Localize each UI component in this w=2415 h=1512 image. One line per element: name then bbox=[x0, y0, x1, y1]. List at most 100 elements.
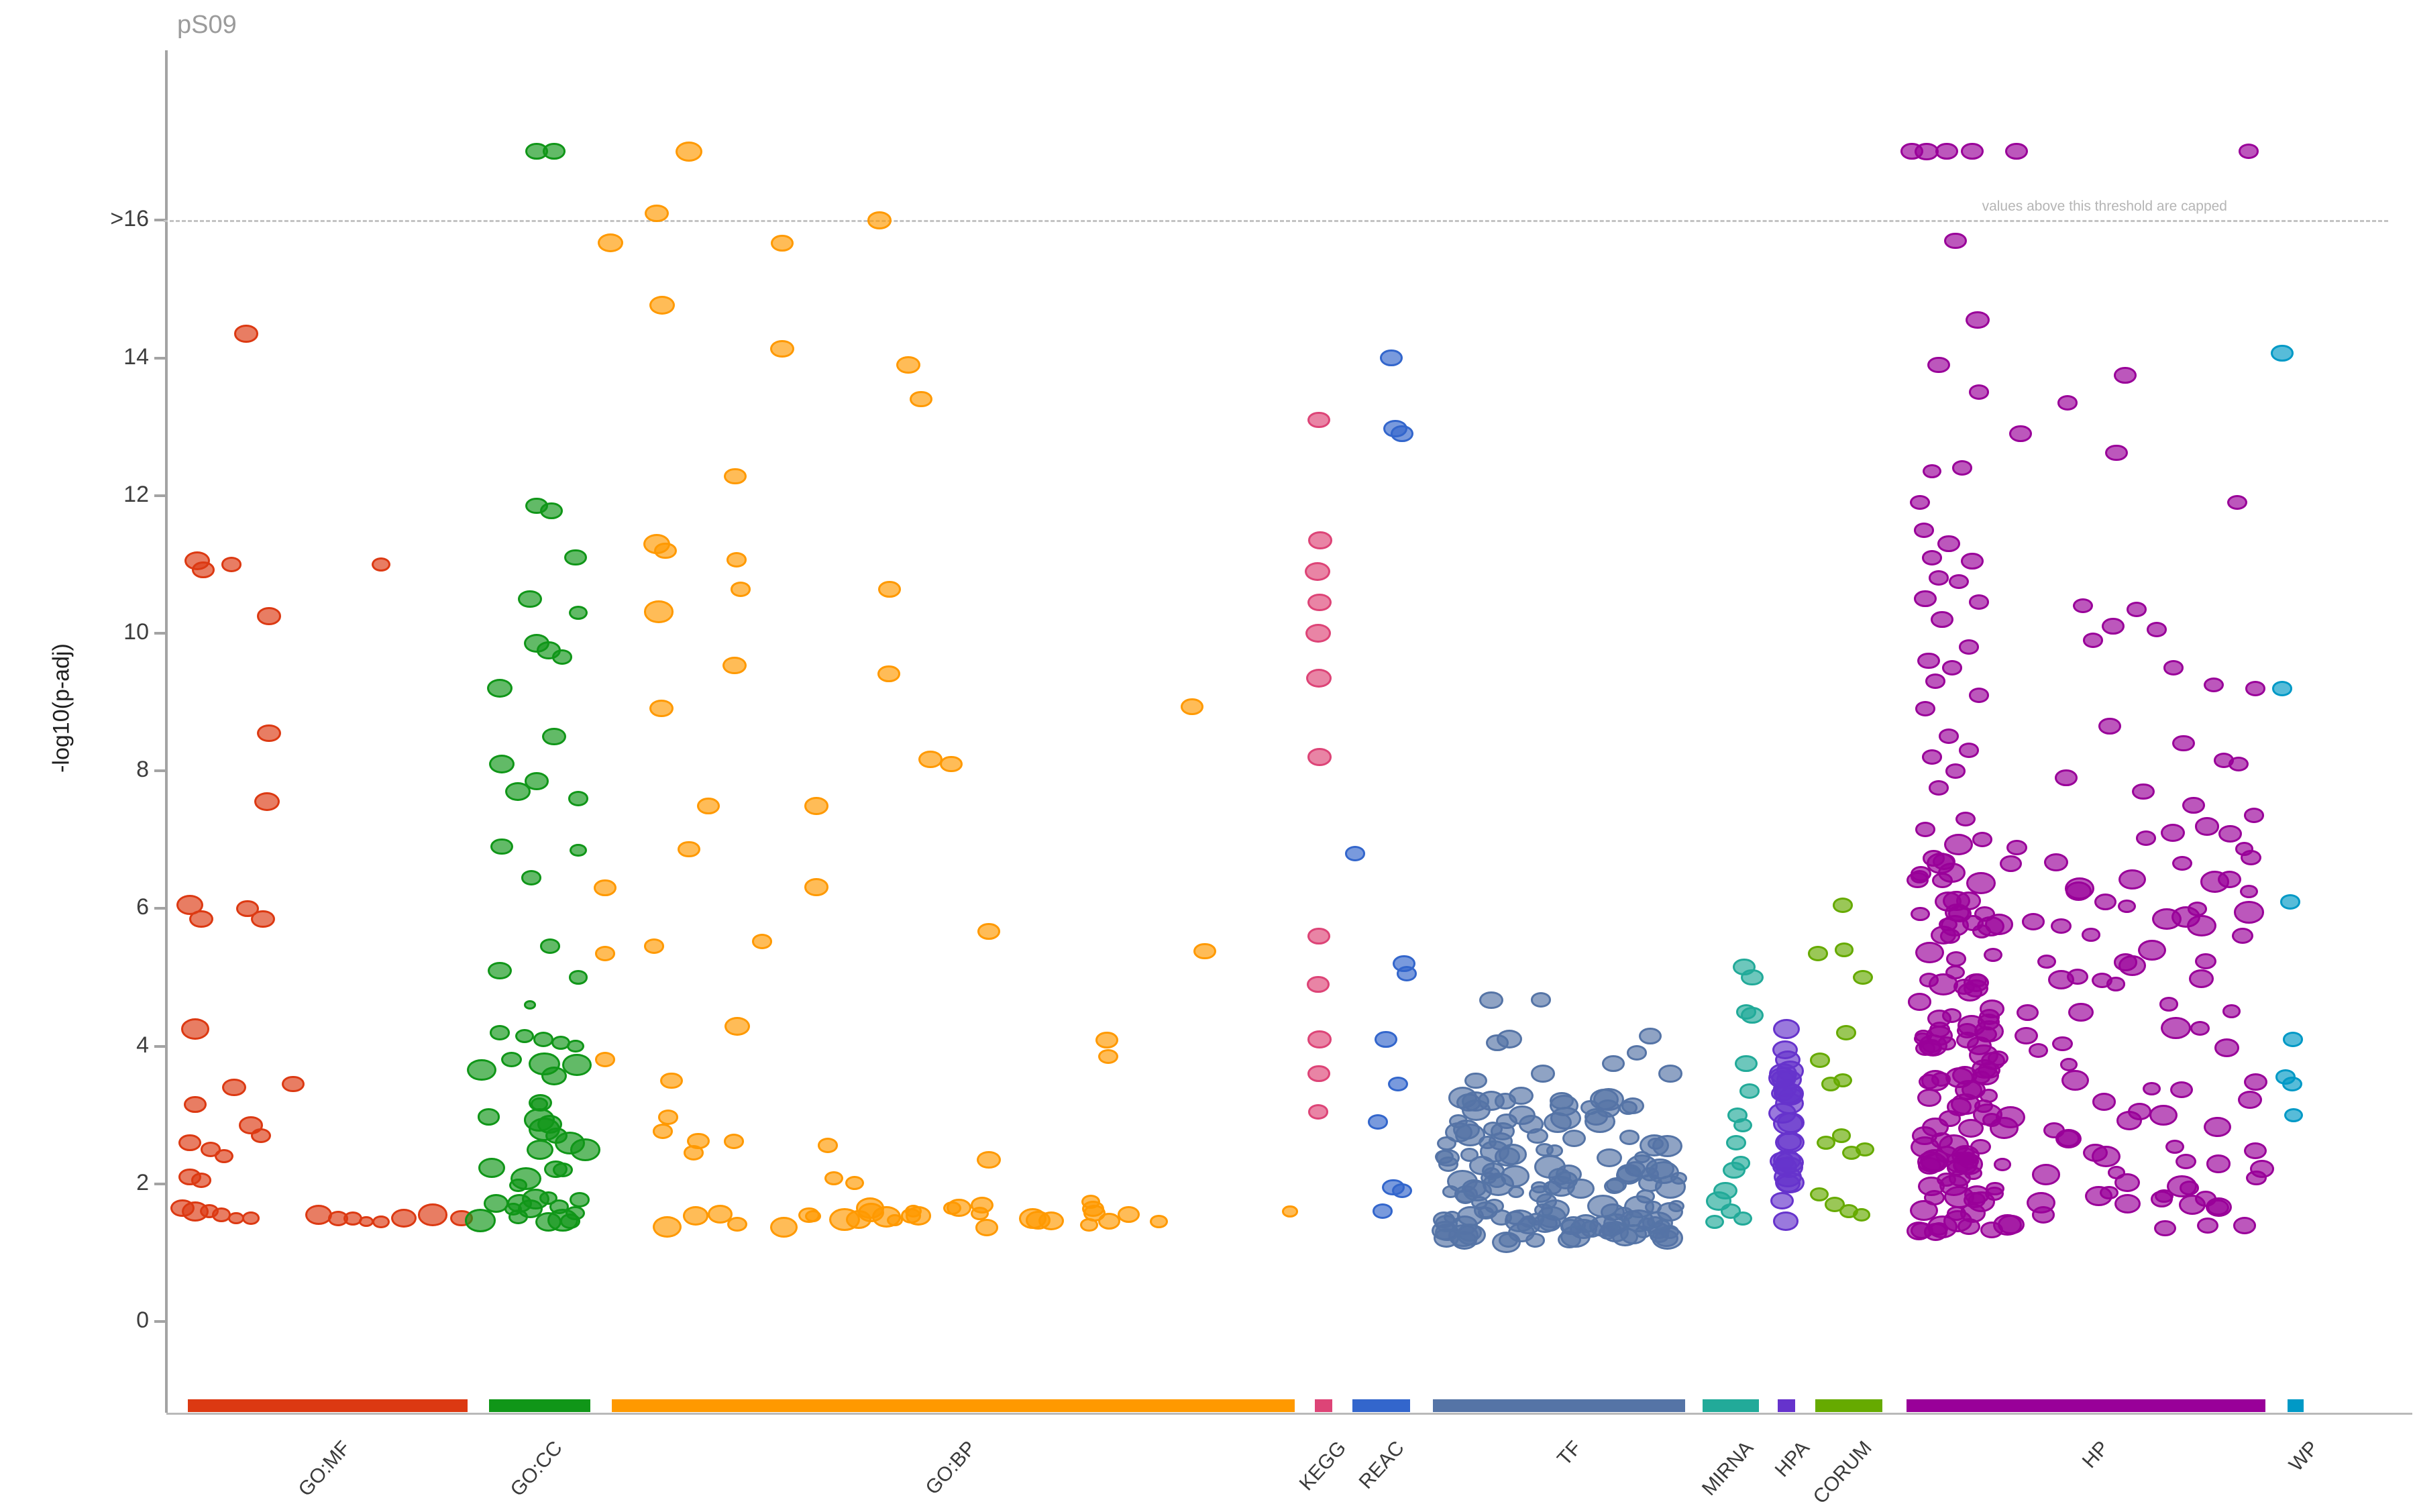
data-point-GO:MF[interactable] bbox=[250, 1128, 272, 1144]
data-point-GO:CC[interactable] bbox=[567, 1039, 584, 1053]
data-point-HP[interactable] bbox=[2187, 901, 2208, 916]
data-point-TF[interactable] bbox=[1458, 1223, 1483, 1242]
data-point-HP[interactable] bbox=[2170, 1081, 2193, 1098]
data-point-HP[interactable] bbox=[1944, 232, 1967, 250]
data-point-HP[interactable] bbox=[1964, 979, 1989, 998]
data-point-REAC[interactable] bbox=[1375, 1031, 1397, 1048]
data-point-GO:BP[interactable] bbox=[594, 879, 616, 896]
data-point-HP[interactable] bbox=[2132, 783, 2155, 800]
data-point-HP[interactable] bbox=[2197, 1218, 2219, 1234]
data-point-GO:BP[interactable] bbox=[771, 234, 794, 252]
data-point-TF[interactable] bbox=[1604, 1178, 1625, 1194]
data-point-TF[interactable] bbox=[1562, 1129, 1587, 1148]
data-point-HP[interactable] bbox=[1958, 639, 1980, 655]
data-point-HP[interactable] bbox=[2126, 601, 2147, 617]
data-point-GO:BP[interactable] bbox=[660, 1072, 683, 1089]
data-point-TF[interactable] bbox=[1597, 1148, 1623, 1167]
data-point-HP[interactable] bbox=[1961, 143, 1984, 160]
data-point-HP[interactable] bbox=[2159, 997, 2179, 1012]
data-point-HP[interactable] bbox=[1941, 1008, 1962, 1023]
data-point-TF[interactable] bbox=[1550, 1091, 1574, 1110]
data-point-HP[interactable] bbox=[1917, 1156, 1942, 1175]
data-point-GO:BP[interactable] bbox=[829, 1207, 861, 1231]
data-point-HPA[interactable] bbox=[1774, 1131, 1805, 1154]
data-point-HP[interactable] bbox=[1961, 552, 1984, 570]
data-point-HP[interactable] bbox=[2029, 1042, 2049, 1058]
data-point-GO:MF[interactable] bbox=[372, 1215, 390, 1228]
data-point-HP[interactable] bbox=[2245, 680, 2266, 696]
data-point-GO:BP[interactable] bbox=[904, 1204, 922, 1218]
data-point-GO:CC[interactable] bbox=[500, 1052, 523, 1068]
data-point-GO:CC[interactable] bbox=[554, 1131, 586, 1154]
data-point-KEGG[interactable] bbox=[1307, 928, 1330, 944]
data-point-HP[interactable] bbox=[2233, 1217, 2257, 1235]
data-point-GO:CC[interactable] bbox=[488, 961, 512, 979]
data-point-HP[interactable] bbox=[2059, 1057, 2078, 1071]
data-point-CORUM[interactable] bbox=[1832, 897, 1854, 913]
data-point-HP[interactable] bbox=[2237, 1090, 2262, 1109]
data-point-HPA[interactable] bbox=[1772, 1018, 1801, 1039]
data-point-TF[interactable] bbox=[1442, 1185, 1459, 1198]
data-point-MIRNA[interactable] bbox=[1723, 1161, 1746, 1179]
data-point-HP[interactable] bbox=[1915, 821, 1936, 837]
data-point-GO:MF[interactable] bbox=[257, 724, 281, 742]
data-point-WP[interactable] bbox=[2271, 345, 2294, 362]
data-point-GO:BP[interactable] bbox=[1117, 1205, 1140, 1224]
data-point-HP[interactable] bbox=[2016, 1004, 2039, 1021]
data-point-HP[interactable] bbox=[2068, 1003, 2094, 1022]
data-point-HP[interactable] bbox=[1915, 701, 1936, 717]
data-point-TF[interactable] bbox=[1479, 1140, 1509, 1163]
data-point-HP[interactable] bbox=[1944, 1185, 1974, 1209]
data-point-TF[interactable] bbox=[1494, 1093, 1517, 1110]
data-point-HP[interactable] bbox=[2052, 1036, 2073, 1052]
data-point-TF[interactable] bbox=[1668, 1199, 1685, 1213]
data-point-GO:BP[interactable] bbox=[855, 1197, 885, 1220]
source-strip-GO:BP[interactable] bbox=[612, 1399, 1295, 1412]
data-point-HP[interactable] bbox=[2186, 914, 2216, 937]
data-point-HP[interactable] bbox=[1915, 941, 1945, 964]
data-point-HP[interactable] bbox=[2100, 1185, 2118, 1200]
data-point-HP[interactable] bbox=[2092, 1093, 2116, 1111]
data-point-HP[interactable] bbox=[2238, 144, 2259, 160]
data-point-GO:BP[interactable] bbox=[649, 295, 675, 315]
data-point-HP[interactable] bbox=[2118, 899, 2137, 913]
data-point-GO:CC[interactable] bbox=[510, 1167, 541, 1191]
data-point-KEGG[interactable] bbox=[1305, 623, 1331, 643]
data-point-HP[interactable] bbox=[2000, 855, 2023, 872]
source-strip-CORUM[interactable] bbox=[1815, 1399, 1882, 1412]
data-point-TF[interactable] bbox=[1438, 1156, 1459, 1172]
data-point-CORUM[interactable] bbox=[1855, 1142, 1875, 1157]
data-point-GO:BP[interactable] bbox=[649, 699, 674, 718]
data-point-TF[interactable] bbox=[1479, 991, 1503, 1010]
data-point-HP[interactable] bbox=[1919, 972, 1939, 987]
data-point-HP[interactable] bbox=[2235, 842, 2254, 856]
data-point-HP[interactable] bbox=[2006, 840, 2027, 856]
data-point-GO:BP[interactable] bbox=[918, 750, 943, 768]
data-point-HPA[interactable] bbox=[1772, 1211, 1799, 1231]
data-point-HP[interactable] bbox=[1924, 1189, 1945, 1205]
data-point-HP[interactable] bbox=[1937, 1036, 1956, 1050]
data-point-GO:MF[interactable] bbox=[417, 1203, 448, 1226]
data-point-GO:CC[interactable] bbox=[515, 1028, 535, 1043]
data-point-GO:BP[interactable] bbox=[724, 468, 747, 485]
data-point-GO:BP[interactable] bbox=[943, 1201, 961, 1216]
data-point-GO:CC[interactable] bbox=[528, 1094, 552, 1112]
data-point-GO:MF[interactable] bbox=[180, 1018, 210, 1040]
data-point-GO:BP[interactable] bbox=[1097, 1213, 1120, 1230]
data-point-GO:CC[interactable] bbox=[489, 754, 515, 774]
data-point-GO:BP[interactable] bbox=[1097, 1048, 1119, 1065]
data-point-TF[interactable] bbox=[1434, 1215, 1458, 1233]
data-point-GO:CC[interactable] bbox=[551, 649, 573, 665]
data-point-REAC[interactable] bbox=[1391, 425, 1413, 442]
data-point-HP[interactable] bbox=[1938, 862, 1966, 883]
data-point-KEGG[interactable] bbox=[1307, 1065, 1330, 1082]
data-point-GO:MF[interactable] bbox=[251, 910, 275, 928]
source-strip-GO:CC[interactable] bbox=[489, 1399, 590, 1412]
data-point-HP[interactable] bbox=[2163, 659, 2184, 676]
data-point-GO:MF[interactable] bbox=[192, 561, 215, 578]
data-point-HP[interactable] bbox=[2014, 1026, 2039, 1045]
data-point-HP[interactable] bbox=[2160, 824, 2186, 843]
data-point-MIRNA[interactable] bbox=[1706, 1191, 1731, 1211]
data-point-HP[interactable] bbox=[1968, 594, 1990, 610]
data-point-REAC[interactable] bbox=[1367, 1114, 1389, 1130]
